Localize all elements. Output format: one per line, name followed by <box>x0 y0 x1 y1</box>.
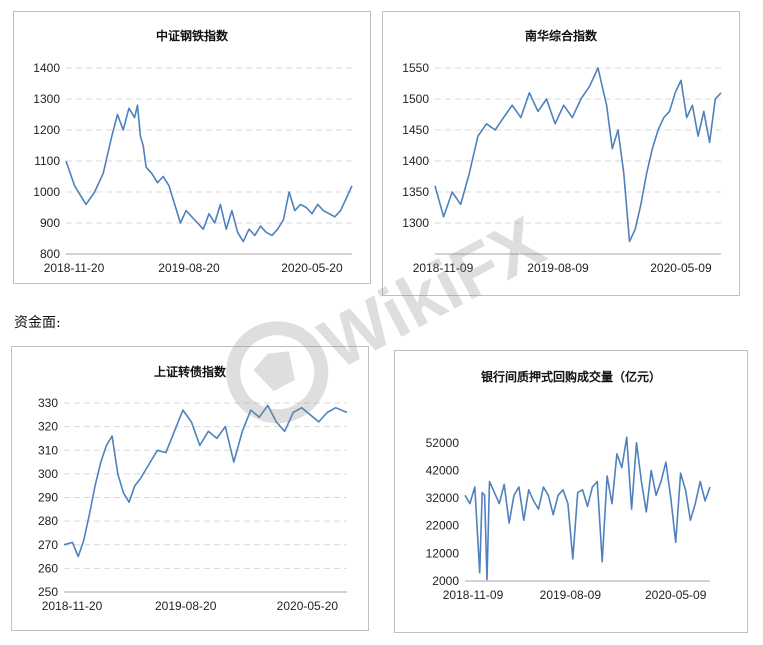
y-tick-label: 1400 <box>33 61 60 75</box>
y-tick-label: 260 <box>38 561 58 575</box>
y-tick-label: 290 <box>38 491 58 505</box>
y-tick-label: 1300 <box>33 92 60 106</box>
y-tick-label: 1000 <box>33 185 60 199</box>
x-tick-label: 2020-05-20 <box>277 599 339 613</box>
y-tick-label: 1300 <box>402 216 429 230</box>
steel-index-chart: 800 900 1000 1100 1200 1300 1400 2018-11-20 2019… <box>33 61 353 275</box>
y-tick-label: 1500 <box>402 92 429 106</box>
y-tick-label: 270 <box>38 538 58 552</box>
y-tick-label: 1200 <box>33 123 60 137</box>
convertible-bond-index-chart: 250 260 270 280 290 300 310 320 330 2018-11-20 201… <box>38 396 348 613</box>
y-tick-label: 1550 <box>402 61 429 75</box>
y-tick-label: 1400 <box>402 154 429 168</box>
series-line <box>65 104 353 243</box>
section-label: 资金面: <box>14 315 61 331</box>
x-tick-label: 2018-11-20 <box>44 261 105 275</box>
y-tick-label: 2000 <box>432 574 459 588</box>
series-line <box>464 436 711 581</box>
y-tick-label: 300 <box>38 467 58 481</box>
x-tick-label: 2019-08-20 <box>155 599 217 613</box>
y-tick-label: 1350 <box>402 185 429 199</box>
y-tick-label: 32000 <box>426 491 460 505</box>
series-line <box>63 404 348 558</box>
y-tick-label: 1450 <box>402 123 429 137</box>
y-tick-label: 280 <box>38 514 58 528</box>
x-tick-label: 2018-11-09 <box>413 261 474 275</box>
y-tick-label: 42000 <box>426 463 460 477</box>
x-tick-label: 2019-08-09 <box>540 588 602 602</box>
repo-volume-chart: 2000 12000 22000 32000 42000 52000 2018-11-09 2… <box>426 436 711 602</box>
x-tick-label: 2018-11-09 <box>443 588 504 602</box>
y-tick-label: 52000 <box>426 436 460 450</box>
steel-index-panel: 中证钢铁指数 800 900 1000 1100 1200 1300 1400 2018-11… <box>13 11 371 284</box>
chart-title: 银行间质押式回购成交量（亿元） <box>480 370 661 384</box>
x-tick-label: 2019-08-09 <box>527 261 589 275</box>
y-tick-label: 320 <box>38 420 58 434</box>
nanhua-index-chart: 1300 1350 1400 1450 1500 1550 2018-11-09 2019-0… <box>402 61 722 275</box>
x-tick-label: 2020-05-09 <box>645 588 707 602</box>
x-tick-label: 2020-05-20 <box>281 261 343 275</box>
x-tick-label: 2018-11-20 <box>42 599 103 613</box>
convertible-bond-index-panel: 上证转债指数 250 260 270 280 290 300 310 320 330 2018-1… <box>11 346 369 631</box>
y-tick-label: 12000 <box>426 546 460 560</box>
chart-title: 中证钢铁指数 <box>155 29 228 43</box>
chart-title: 上证转债指数 <box>153 365 226 379</box>
y-tick-label: 22000 <box>426 519 460 533</box>
repo-volume-panel: 银行间质押式回购成交量（亿元） 2000 12000 22000 32000 42000… <box>394 350 748 633</box>
y-tick-label: 330 <box>38 396 58 410</box>
x-tick-label: 2019-08-20 <box>158 261 220 275</box>
chart-title: 南华综合指数 <box>524 29 597 43</box>
y-tick-label: 800 <box>40 247 60 261</box>
y-tick-label: 310 <box>38 443 58 457</box>
nanhua-index-panel: 南华综合指数 1300 1350 1400 1450 1500 1550 2018-11-0… <box>382 11 740 296</box>
y-tick-label: 1100 <box>34 154 60 168</box>
y-tick-label: 250 <box>38 585 58 599</box>
series-line <box>434 67 722 243</box>
x-tick-label: 2020-05-09 <box>650 261 712 275</box>
y-tick-label: 900 <box>40 216 60 230</box>
